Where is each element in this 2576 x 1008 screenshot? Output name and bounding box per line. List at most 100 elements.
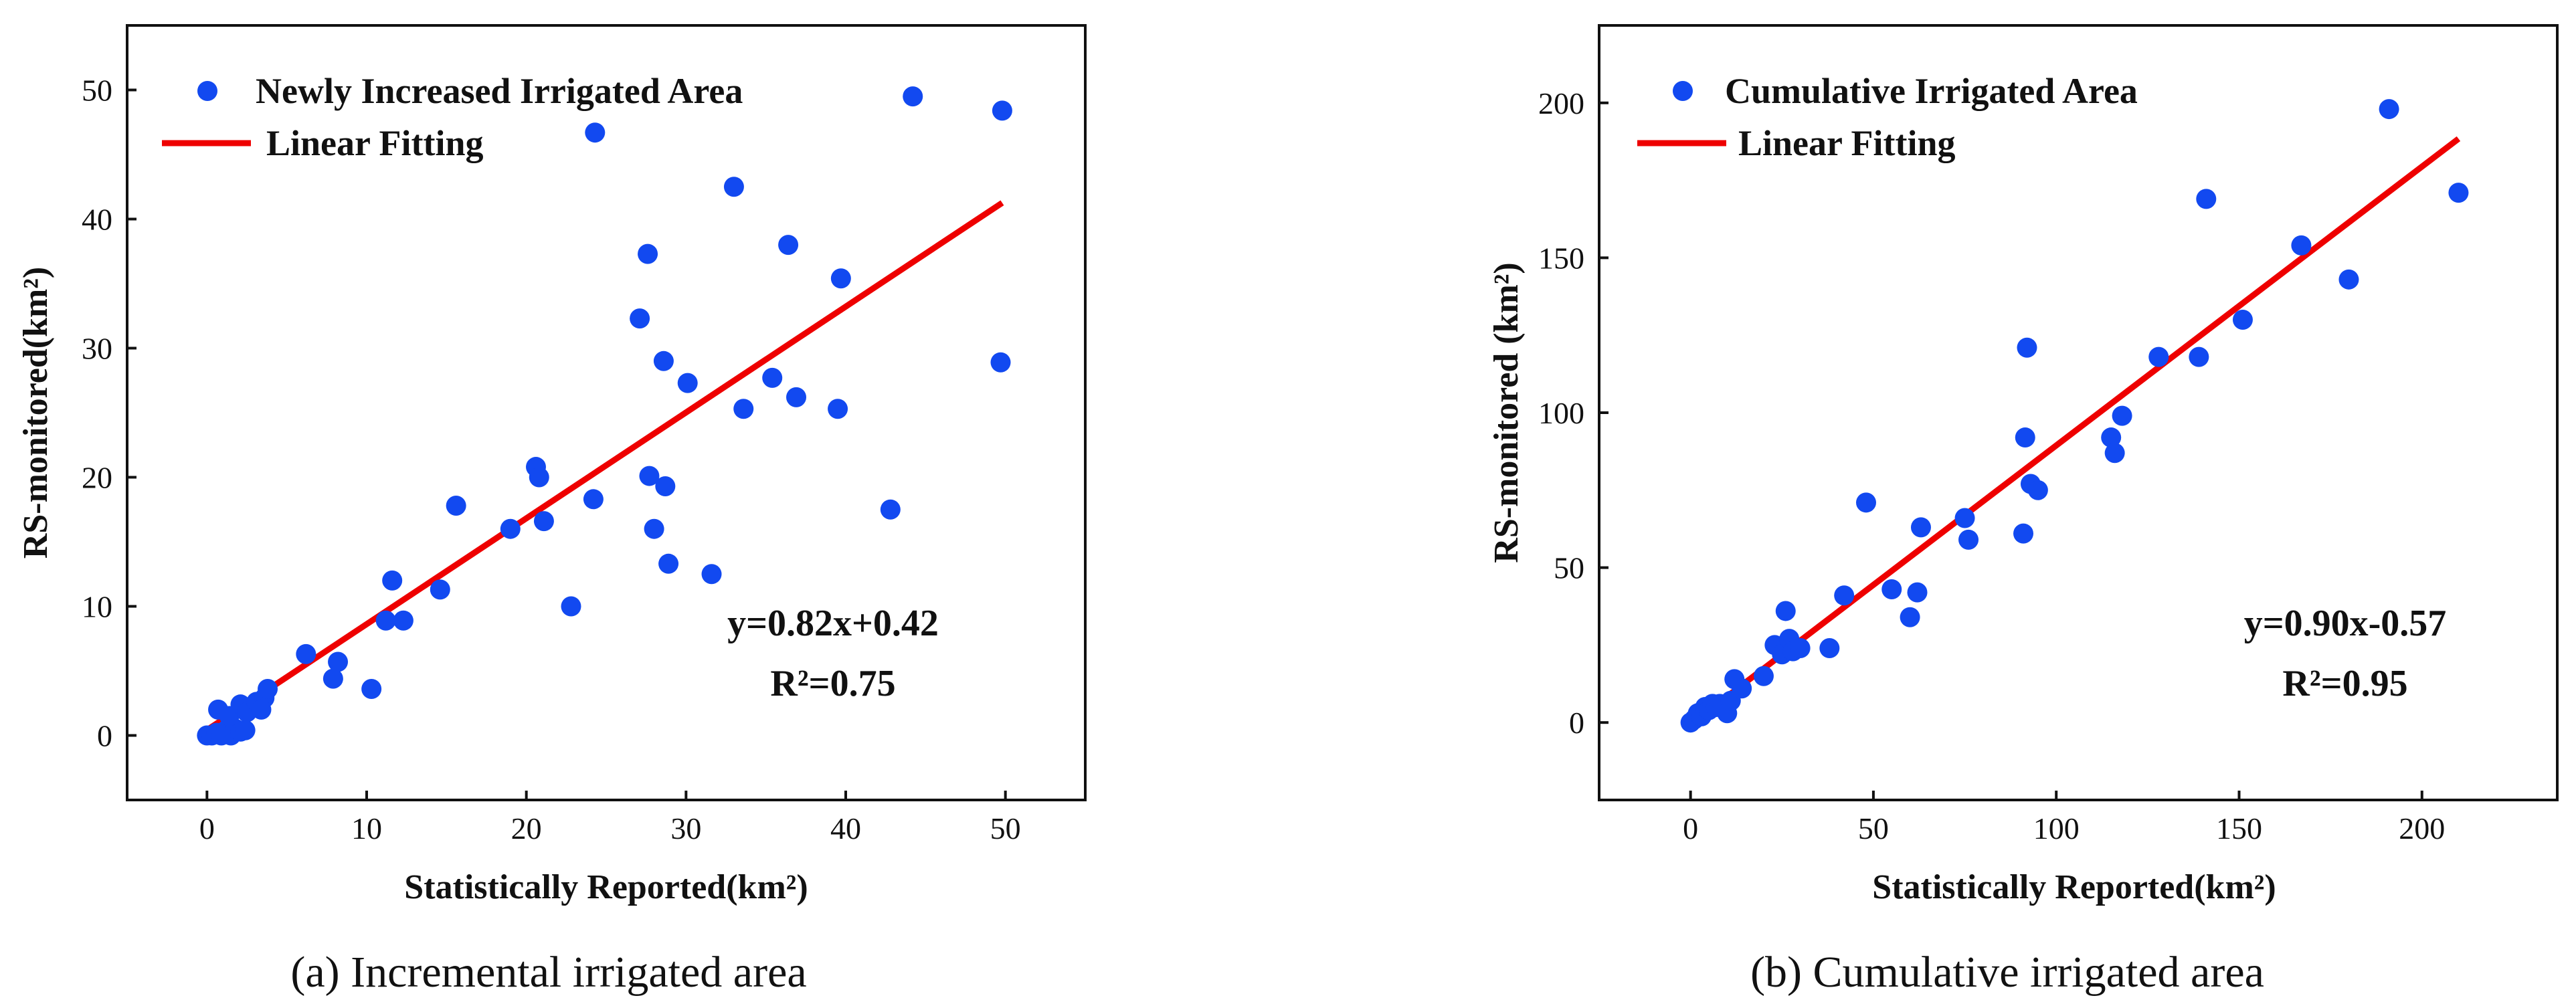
- legend-label-scatter-b: Cumulative Irrigated Area: [1725, 71, 2138, 111]
- data-point: [655, 476, 676, 497]
- x-tick-label: 50: [990, 811, 1021, 845]
- legend-label-line-a: Linear Fitting: [266, 123, 484, 163]
- data-point: [1732, 678, 1752, 699]
- data-point: [251, 699, 272, 720]
- data-point: [2148, 346, 2169, 367]
- data-point: [258, 679, 278, 700]
- data-point: [361, 679, 382, 700]
- caption-a: (a) Incremental irrigated area: [290, 948, 806, 997]
- data-point: [1958, 529, 1979, 550]
- y-tick-label: 20: [82, 461, 112, 495]
- data-point: [1775, 601, 1796, 621]
- data-point: [2379, 99, 2399, 120]
- data-point: [2017, 337, 2037, 358]
- data-point: [762, 367, 783, 388]
- data-point: [786, 387, 807, 407]
- scatter-points-a: [197, 86, 1012, 746]
- x-tick-label: 40: [830, 811, 861, 845]
- equation-a: y=0.82x+0.42: [727, 603, 939, 644]
- data-point: [1900, 607, 1920, 627]
- data-point: [2015, 427, 2035, 448]
- data-point: [990, 352, 1011, 373]
- data-point: [677, 373, 698, 393]
- data-point: [992, 100, 1012, 121]
- data-point: [430, 579, 450, 600]
- data-point: [658, 553, 679, 574]
- data-point: [2189, 346, 2209, 367]
- y-tick-label: 200: [1538, 86, 1584, 120]
- chart-incremental: 0 10 20 30 40 50 0 10 20 30 40 50 Newly Increased I…: [17, 24, 1087, 997]
- data-point: [828, 399, 848, 419]
- x-tick-label: 50: [1858, 811, 1889, 845]
- data-point: [583, 489, 604, 510]
- x-tick-label: 10: [351, 811, 382, 845]
- data-point: [529, 467, 549, 488]
- x-tick-label: 0: [199, 811, 215, 845]
- y-axis-label-b: RS-monitored (km²): [1487, 262, 1526, 563]
- legend-a: Newly Increased Irrigated Area Linear Fi…: [162, 71, 743, 163]
- data-point: [323, 668, 343, 689]
- data-point: [639, 466, 660, 486]
- data-point: [778, 235, 799, 256]
- data-point: [880, 499, 901, 520]
- data-point: [903, 86, 923, 107]
- data-point: [235, 720, 256, 740]
- x-axis-label-b: Statistically Reported(km²): [1872, 868, 2276, 906]
- data-point: [2104, 443, 2125, 464]
- x-tick-label: 150: [2216, 811, 2262, 845]
- data-point: [533, 511, 554, 532]
- legend-b: Cumulative Irrigated Area Linear Fitting: [1637, 71, 2138, 163]
- y-tick-label: 50: [1554, 551, 1584, 585]
- data-point: [1834, 585, 1855, 606]
- data-point: [328, 651, 349, 672]
- data-point: [1907, 582, 1928, 603]
- equation-b: y=0.90x-0.57: [2244, 603, 2447, 644]
- legend-marker-scatter-b: [1673, 81, 1693, 101]
- data-point: [1881, 579, 1902, 600]
- data-point: [446, 495, 466, 516]
- legend-label-line-b: Linear Fitting: [1738, 123, 1956, 163]
- y-tick-label: 30: [82, 332, 112, 366]
- y-tick-label: 0: [1569, 706, 1584, 740]
- data-point: [382, 570, 403, 591]
- fit-line-a: [205, 200, 1004, 733]
- y-tick-label: 40: [82, 203, 112, 237]
- data-point: [393, 610, 413, 631]
- data-point: [296, 643, 316, 664]
- chart-cumulative: 0 50 100 150 200 0 50 100 150 200 Cumulative Irri…: [1487, 24, 2559, 997]
- r-squared-b: R²=0.95: [2282, 663, 2407, 704]
- data-point: [1910, 517, 1931, 538]
- data-point: [585, 122, 606, 143]
- data-point: [644, 518, 664, 539]
- data-point: [1819, 638, 1840, 659]
- data-point: [2291, 235, 2312, 256]
- y-tick-label: 50: [82, 74, 112, 108]
- data-point: [1790, 638, 1811, 659]
- x-tick-label: 30: [670, 811, 701, 845]
- y-tick-label: 100: [1538, 396, 1584, 430]
- data-point: [2112, 405, 2132, 426]
- legend-marker-scatter-a: [197, 81, 217, 101]
- data-point: [2101, 427, 2122, 448]
- y-tick-label: 10: [82, 590, 112, 624]
- data-point: [830, 268, 851, 289]
- x-tick-label: 0: [1683, 811, 1698, 845]
- data-point: [1954, 508, 1975, 528]
- y-tick-label: 0: [97, 719, 112, 753]
- data-point: [723, 177, 744, 197]
- data-point: [2027, 480, 2048, 500]
- data-point: [701, 564, 722, 585]
- caption-b: (b) Cumulative irrigated area: [1750, 948, 2264, 997]
- data-point: [1753, 666, 1774, 686]
- data-point: [561, 596, 581, 617]
- data-point: [375, 610, 396, 631]
- x-tick-label: 200: [2399, 811, 2445, 845]
- data-point: [2338, 269, 2359, 290]
- data-point: [2013, 523, 2034, 544]
- plot-frame-a: [126, 24, 1087, 801]
- data-point: [653, 350, 674, 371]
- data-point: [630, 308, 650, 329]
- data-point: [638, 243, 658, 264]
- data-point: [2232, 310, 2253, 330]
